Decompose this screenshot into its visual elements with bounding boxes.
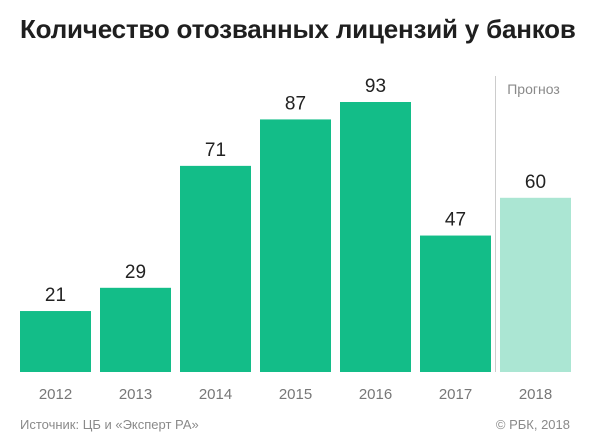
tick-label-2013: 2013: [119, 386, 152, 403]
bar-2016: [340, 102, 411, 372]
tick-label-2016: 2016: [359, 386, 392, 403]
bar-2013: [100, 287, 171, 372]
tick-label-2012: 2012: [39, 386, 72, 403]
tick-label-2018: 2018: [519, 386, 552, 403]
value-label-2014: 71: [205, 140, 226, 161]
tick-label-2017: 2017: [439, 386, 472, 403]
tick-labels-group: 2012 2013 2014 2015 2016 2017 2018: [39, 386, 552, 403]
source-note: Источник: ЦБ и «Эксперт РА»: [20, 417, 199, 432]
bar-2018: [500, 197, 571, 372]
chart-title: Количество отозванных лицензий у банков: [20, 14, 576, 44]
value-label-2016: 93: [365, 76, 386, 97]
value-label-2012: 21: [45, 285, 66, 306]
value-label-2015: 87: [285, 93, 306, 114]
value-label-2013: 29: [125, 262, 146, 283]
value-label-2017: 47: [445, 210, 466, 231]
value-label-2018: 60: [525, 172, 546, 193]
copyright-note: © РБК, 2018: [495, 417, 570, 432]
bars-group: [20, 102, 571, 372]
bar-2012: [20, 311, 91, 372]
forecast-label: Прогноз: [507, 81, 560, 97]
bar-2014: [180, 165, 251, 372]
tick-label-2015: 2015: [279, 386, 312, 403]
tick-label-2014: 2014: [199, 386, 232, 403]
bar-2015: [260, 119, 331, 372]
value-labels-group: 21 29 71 87 93 47 60: [45, 76, 546, 306]
bar-2017: [420, 235, 491, 372]
